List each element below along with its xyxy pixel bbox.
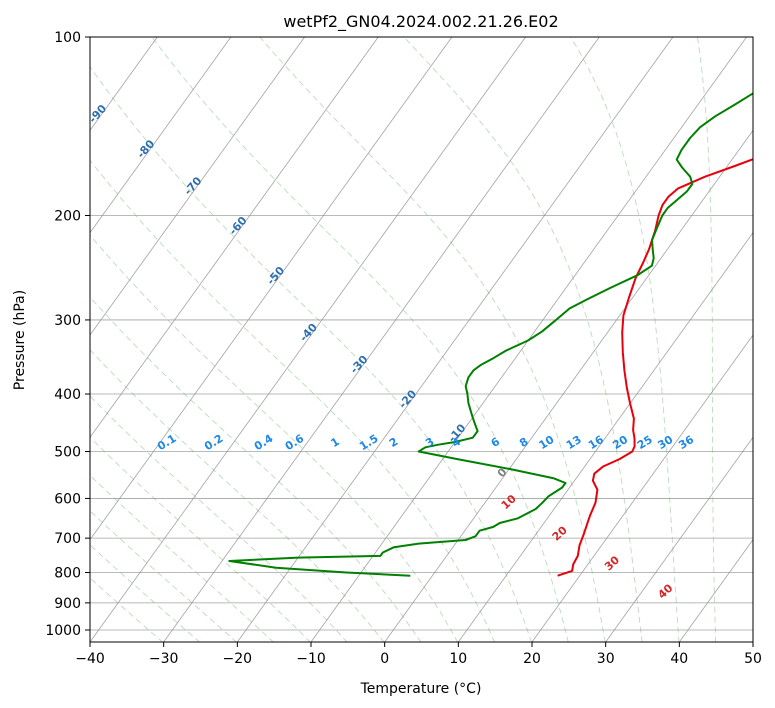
x-tick-label: 0 — [380, 651, 389, 667]
moist-adiabats — [90, 37, 717, 642]
y-tick-label: 100 — [54, 30, 81, 46]
isotherm — [90, 37, 526, 642]
isotherm — [605, 436, 753, 642]
y-axis-title: Pressure (hPa) — [12, 290, 28, 390]
moist-adiabat — [90, 234, 459, 642]
isotherm — [531, 334, 753, 642]
chart-title: wetPf2_GN04.2024.002.21.26.E02 — [283, 12, 558, 32]
isotherm — [90, 37, 305, 336]
moist-adiabat — [90, 349, 385, 642]
x-tick-label: −30 — [149, 651, 179, 667]
moist-adiabat — [90, 510, 237, 642]
isobars — [90, 37, 753, 631]
profile-series — [228, 92, 753, 577]
isotherm — [457, 232, 753, 642]
moist-adiabat — [90, 395, 348, 642]
moist-adiabat — [90, 159, 496, 642]
y-tick-label: 900 — [54, 596, 81, 612]
moist-adiabat — [90, 296, 422, 642]
x-tick-label: 50 — [744, 651, 762, 667]
x-axis-title: Temperature (°C) — [360, 681, 482, 697]
temperature-profile — [557, 158, 753, 577]
y-tick-label: 500 — [54, 445, 81, 461]
y-tick-label: 300 — [54, 313, 81, 329]
moist-adiabat — [90, 577, 164, 642]
isotherm — [90, 37, 453, 541]
moist-adiabat — [697, 37, 717, 642]
y-axis: 100 200 300 400 500 600 700 800 900 1000 — [45, 30, 90, 639]
y-tick-label: 700 — [54, 531, 81, 547]
moist-adiabat — [90, 544, 201, 642]
x-axis: −40 −30 −20 −10 0 10 20 30 40 50 — [75, 642, 762, 667]
isotherms — [90, 37, 753, 642]
moist-adiabat — [570, 37, 680, 642]
moist-adiabat — [259, 37, 606, 642]
x-tick-label: −20 — [223, 651, 253, 667]
moist-adiabat — [151, 37, 569, 642]
isotherm — [90, 37, 232, 234]
isotherm — [678, 539, 753, 642]
x-tick-label: 30 — [597, 651, 615, 667]
x-tick-label: 20 — [523, 651, 541, 667]
y-tick-label: 400 — [54, 387, 81, 403]
isotherm — [163, 37, 600, 642]
y-tick-label: 600 — [54, 491, 81, 507]
moist-adiabat — [90, 65, 532, 642]
x-tick-label: −10 — [296, 651, 326, 667]
moist-adiabat — [403, 37, 643, 642]
x-tick-label: −40 — [75, 651, 105, 667]
y-tick-label: 200 — [54, 209, 81, 225]
isotherm — [236, 37, 674, 642]
x-tick-label: 40 — [670, 651, 688, 667]
y-tick-label: 800 — [54, 566, 81, 582]
plot-frame — [89, 36, 754, 643]
moist-adiabat — [90, 474, 274, 642]
x-tick-label: 10 — [449, 651, 467, 667]
y-tick-label: 1000 — [45, 623, 81, 639]
dewpoint-profile — [228, 92, 753, 577]
isotherm — [90, 37, 379, 439]
